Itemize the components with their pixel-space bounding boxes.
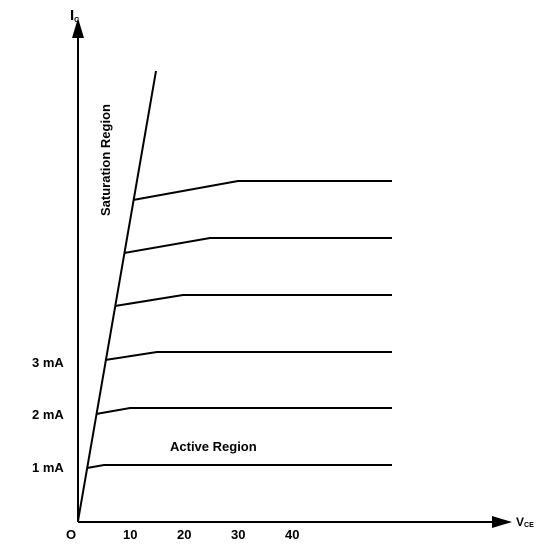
- y-tick-1ma: 1 mA: [32, 460, 64, 475]
- x-tick-20: 20: [177, 527, 191, 542]
- ic-curve-1: [86, 464, 392, 469]
- ic-curve-2: [95, 407, 392, 415]
- x-tick-30: 30: [231, 527, 245, 542]
- x-axis-label: VCE: [516, 515, 534, 529]
- saturation-region-label: Saturation Region: [98, 104, 113, 216]
- active-region-label: Active Region: [170, 439, 257, 454]
- x-axis-arrow: [492, 516, 512, 528]
- x-tick-10: 10: [123, 527, 137, 542]
- x-tick-40: 40: [285, 527, 299, 542]
- y-axis-label: IC: [70, 7, 79, 24]
- ic-curve-4: [114, 294, 392, 307]
- saturation-line: [77, 70, 157, 522]
- y-tick-2ma: 2 mA: [32, 407, 64, 422]
- ic-curve-6: [132, 180, 392, 201]
- ic-curve-5: [123, 237, 392, 254]
- origin-label: O: [66, 527, 76, 542]
- y-tick-3ma: 3 mA: [32, 355, 64, 370]
- ic-curve-3: [104, 351, 392, 361]
- y-axis-arrow: [72, 18, 84, 38]
